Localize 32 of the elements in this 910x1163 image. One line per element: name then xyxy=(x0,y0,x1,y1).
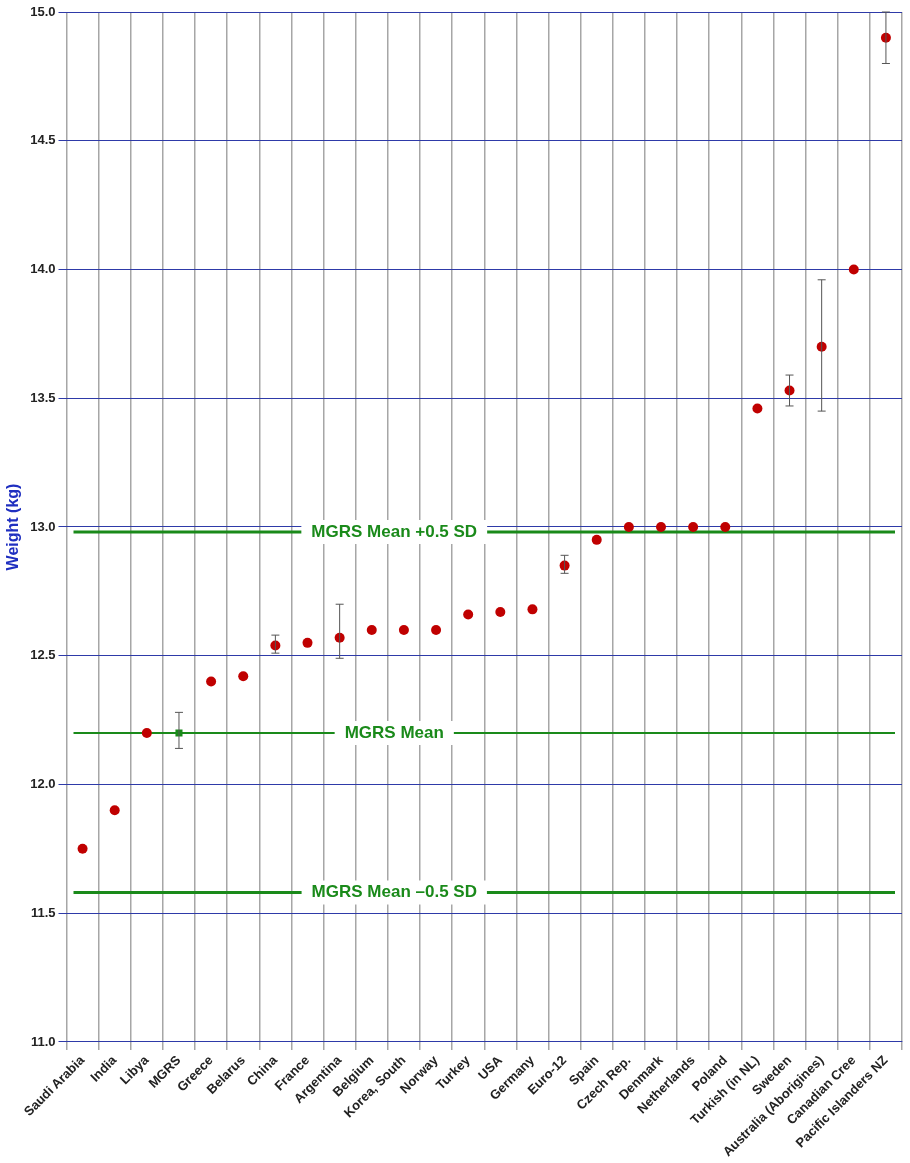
point xyxy=(848,264,859,275)
point xyxy=(238,671,249,682)
y-tick-label: 12.5 xyxy=(30,647,56,663)
point xyxy=(591,534,602,545)
y-tick-label: 15.0 xyxy=(30,3,56,19)
ref-line-label: MGRS Mean +0.5 SD xyxy=(311,521,478,541)
point xyxy=(141,727,152,738)
point xyxy=(720,521,731,532)
point xyxy=(527,604,538,615)
ref-line-label: MGRS Mean xyxy=(344,722,444,742)
point xyxy=(398,624,409,635)
y-tick-label: 13.5 xyxy=(30,389,56,405)
point xyxy=(366,624,377,635)
ref-line-label: MGRS Mean –0.5 SD xyxy=(311,882,477,902)
point xyxy=(495,606,506,617)
point xyxy=(206,676,217,687)
y-tick-label: 12.0 xyxy=(30,776,56,792)
point xyxy=(655,521,666,532)
y-tick-label: 14.5 xyxy=(30,132,56,148)
point xyxy=(623,521,634,532)
point xyxy=(688,521,699,532)
y-tick-label: 13.0 xyxy=(30,518,56,534)
y-tick-label: 11.5 xyxy=(30,904,56,920)
point xyxy=(109,805,120,816)
point xyxy=(302,637,313,648)
point xyxy=(752,403,763,414)
y-axis-title: Weight (kg) xyxy=(4,483,22,571)
point xyxy=(431,624,442,635)
point xyxy=(77,843,88,854)
y-tick-label: 14.0 xyxy=(30,261,56,277)
y-tick-label: 11.0 xyxy=(30,1033,56,1049)
point xyxy=(463,609,474,620)
